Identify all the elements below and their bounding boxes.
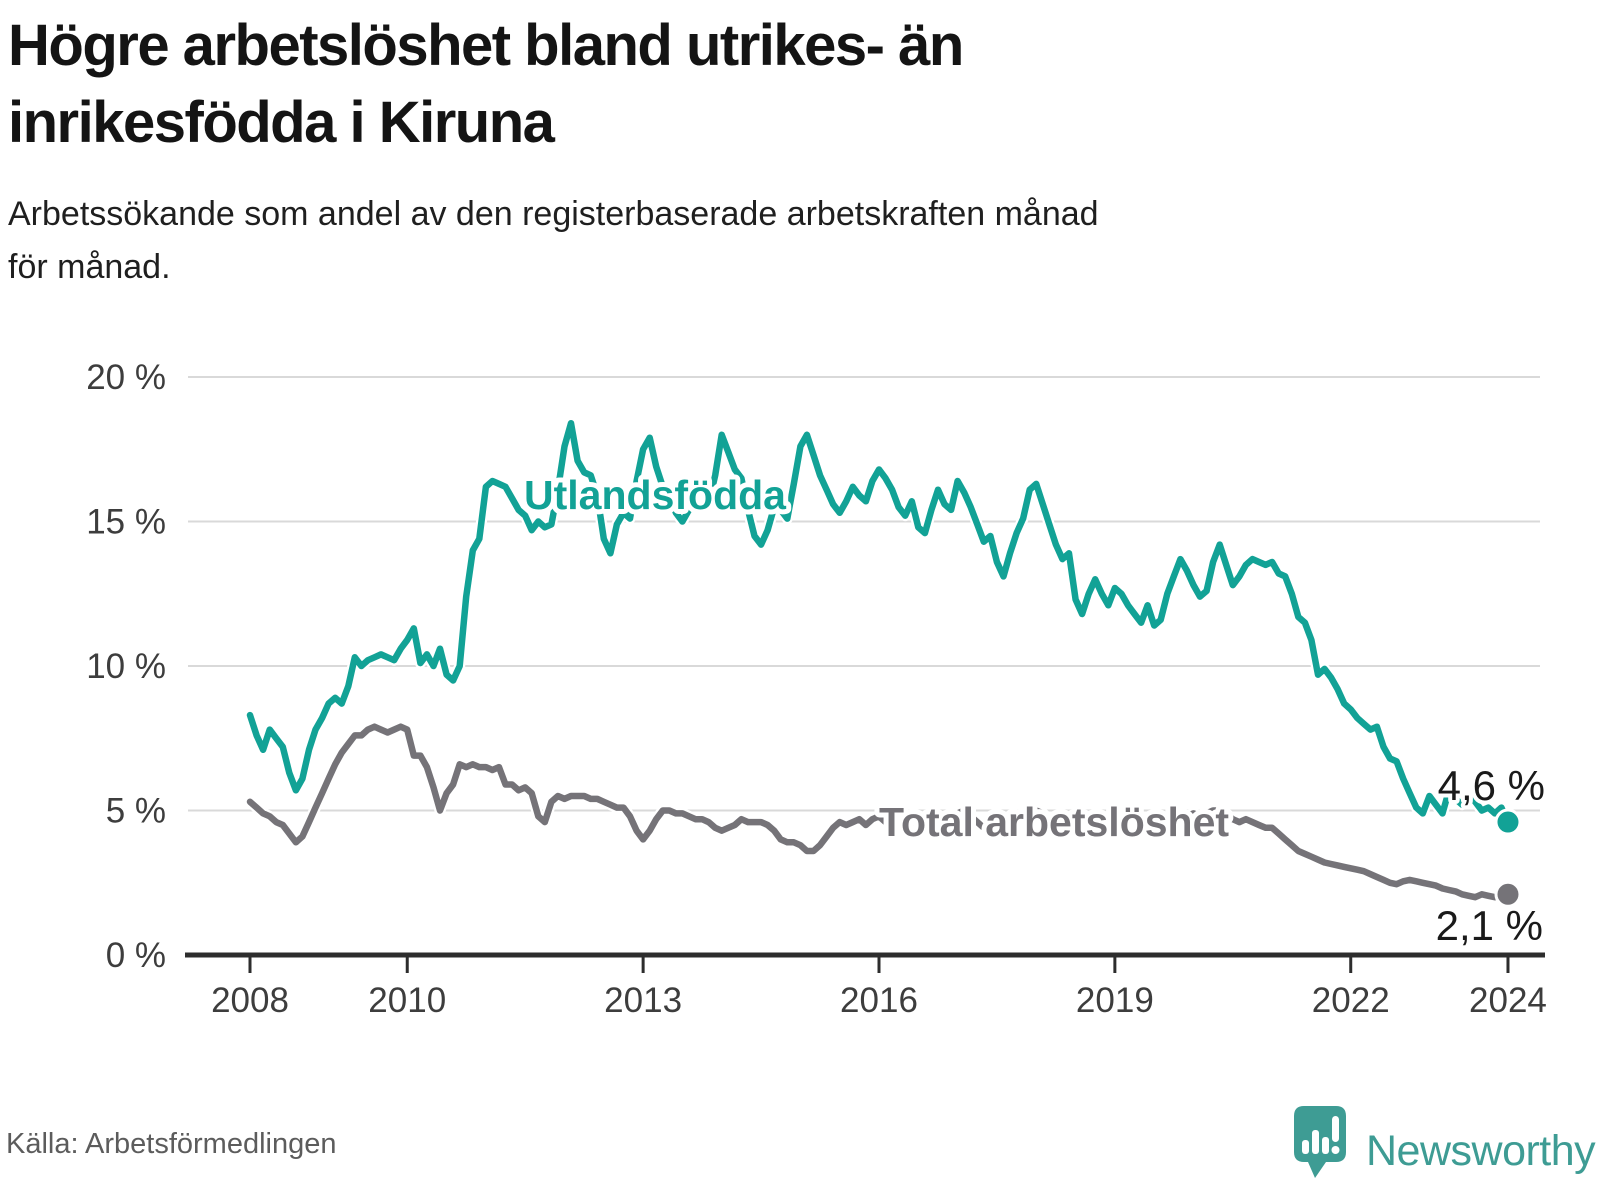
series-label-utlandsf-dda: Utlandsfödda (524, 472, 787, 518)
newsworthy-wordmark: Newsworthy (1366, 1126, 1596, 1175)
x-tick-label-2010: 2010 (368, 981, 446, 1020)
x-tick-label-2008: 2008 (211, 981, 289, 1020)
end-dot-total-arbetsl-shet (1494, 880, 1522, 908)
y-tick-label-20: 20 % (86, 358, 166, 397)
newsworthy-logo[interactable]: Newsworthy (1288, 1100, 1600, 1200)
end-value-label-utlandsf-dda: 4,6 % (1438, 762, 1545, 809)
chart-title: Högre arbetslöshet bland utrikes- än inr… (8, 8, 1428, 161)
chart-title-line1: Högre arbetslöshet bland utrikes- än (8, 13, 964, 78)
y-tick-label-15: 15 % (86, 503, 166, 542)
chart-subtitle-line2: för månad. (8, 247, 171, 286)
y-tick-label-0: 0 % (106, 936, 166, 975)
y-tick-label-5: 5 % (106, 792, 166, 831)
newsworthy-logo-icon (1294, 1106, 1346, 1178)
chart-subtitle-line1: Arbetssökande som andel av den registerb… (8, 195, 1099, 233)
x-tick-label-2016: 2016 (840, 981, 918, 1020)
x-tick-label-2024: 2024 (1469, 981, 1547, 1020)
x-tick-label-2013: 2013 (604, 981, 682, 1020)
source-note: Källa: Arbetsförmedlingen (6, 1128, 337, 1160)
y-tick-label-10: 10 % (86, 647, 166, 686)
series-label-total-arbetsl-shet: Total arbetslöshet (879, 799, 1229, 845)
chart-subtitle: Arbetssökande som andel av den registerb… (8, 188, 1548, 293)
utlandsf-dda-line-casing (244, 417, 1514, 828)
chart-title-line2: inrikesfödda i Kiruna (8, 89, 555, 155)
total-arbetsl-shet-line (246, 723, 1512, 901)
end-value-label-total-arbetsl-shet: 2,1 % (1436, 902, 1543, 949)
x-tick-label-2022: 2022 (1312, 981, 1390, 1020)
x-tick-label-2019: 2019 (1076, 981, 1154, 1020)
utlandsf-dda-line (246, 419, 1512, 826)
end-dot-utlandsf-dda (1494, 808, 1522, 836)
